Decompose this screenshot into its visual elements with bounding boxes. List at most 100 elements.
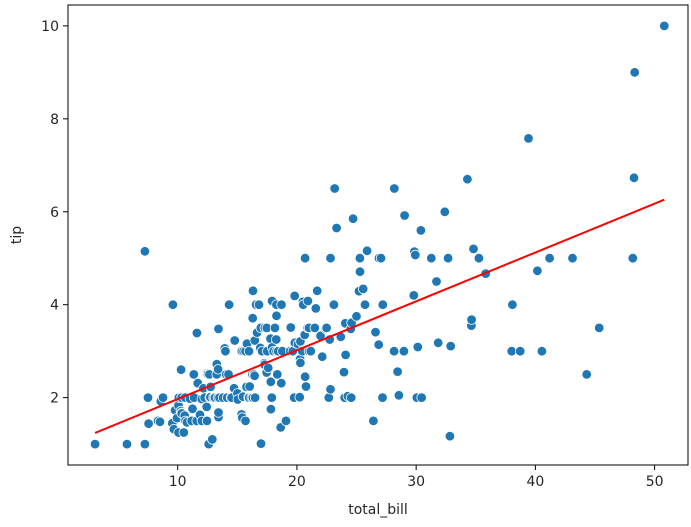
data-point <box>294 392 305 403</box>
data-point <box>143 418 154 429</box>
data-point <box>285 322 297 333</box>
data-point <box>370 326 381 338</box>
data-point <box>201 415 213 427</box>
data-point <box>523 133 534 144</box>
y-tick-label: 2 <box>50 391 59 407</box>
data-point <box>544 253 555 264</box>
y-axis-label: tip <box>9 226 25 244</box>
data-point <box>249 392 261 403</box>
data-point <box>536 346 548 357</box>
data-point <box>388 346 400 357</box>
data-point <box>289 290 300 302</box>
data-point <box>375 253 387 264</box>
data-point <box>247 313 258 324</box>
data-point <box>191 327 203 339</box>
data-point <box>444 431 456 442</box>
data-point <box>399 210 410 221</box>
data-point <box>659 20 670 32</box>
data-point <box>354 253 366 264</box>
data-point <box>157 392 169 403</box>
data-point <box>271 334 282 345</box>
x-tick-label: 20 <box>288 474 306 490</box>
data-point <box>229 335 240 346</box>
data-point <box>627 253 639 264</box>
data-point <box>139 246 151 257</box>
x-axis-label: total_bill <box>348 502 408 518</box>
data-point <box>263 362 274 374</box>
data-point <box>392 366 403 377</box>
data-point <box>359 299 371 310</box>
data-point <box>300 381 312 392</box>
data-point <box>393 390 405 401</box>
data-point <box>410 249 421 261</box>
data-point <box>310 303 322 314</box>
x-tick-label: 10 <box>169 474 187 490</box>
data-point <box>426 253 437 264</box>
data-point <box>178 427 190 438</box>
data-point <box>377 392 388 403</box>
y-tick-label: 8 <box>50 112 59 128</box>
data-point <box>340 349 351 361</box>
data-point <box>462 173 473 185</box>
x-tick-label: 30 <box>407 474 425 490</box>
data-point <box>408 290 420 301</box>
data-point <box>361 245 373 257</box>
data-point <box>280 415 292 427</box>
data-point <box>247 285 259 297</box>
data-point <box>331 222 342 234</box>
data-point <box>305 346 317 357</box>
data-point <box>220 346 231 357</box>
data-point <box>154 416 166 428</box>
data-point <box>201 401 212 413</box>
data-point <box>175 364 187 375</box>
data-point <box>266 392 278 403</box>
plot-frame <box>67 4 689 466</box>
data-point <box>142 392 154 403</box>
x-tick-label: 50 <box>646 474 664 490</box>
x-tick-label: 40 <box>526 474 544 490</box>
data-point <box>416 392 427 403</box>
data-point <box>265 404 277 415</box>
data-point <box>515 346 526 357</box>
regression-line <box>94 198 665 434</box>
data-point <box>295 357 306 369</box>
data-point <box>240 415 251 427</box>
data-point <box>312 285 323 297</box>
data-point <box>368 415 379 427</box>
data-point <box>507 299 518 310</box>
data-point <box>445 340 456 352</box>
data-point <box>302 295 314 307</box>
data-point <box>398 346 410 357</box>
data-point <box>276 299 287 310</box>
data-point <box>139 438 151 450</box>
data-point <box>473 253 485 264</box>
data-point <box>309 322 321 334</box>
data-point <box>594 322 605 334</box>
data-point <box>223 299 235 310</box>
data-point <box>167 299 179 310</box>
data-point <box>276 378 287 389</box>
data-point <box>213 407 224 418</box>
data-point <box>466 314 477 325</box>
data-point <box>581 369 592 380</box>
data-point <box>346 392 357 403</box>
data-point <box>249 370 260 382</box>
data-point <box>299 253 311 264</box>
y-tick-label: 6 <box>50 205 59 221</box>
data-point <box>567 253 578 264</box>
data-point <box>351 311 362 322</box>
data-point <box>358 283 369 295</box>
data-point <box>347 213 359 224</box>
data-point <box>532 265 543 277</box>
data-point <box>272 369 283 380</box>
data-point <box>188 369 200 380</box>
data-point <box>412 341 424 353</box>
y-tick-label: 4 <box>50 298 59 314</box>
data-point <box>212 364 224 375</box>
data-point <box>433 337 444 349</box>
data-point <box>255 438 267 449</box>
data-point <box>253 299 265 310</box>
data-point <box>325 384 336 395</box>
data-point <box>299 371 311 382</box>
